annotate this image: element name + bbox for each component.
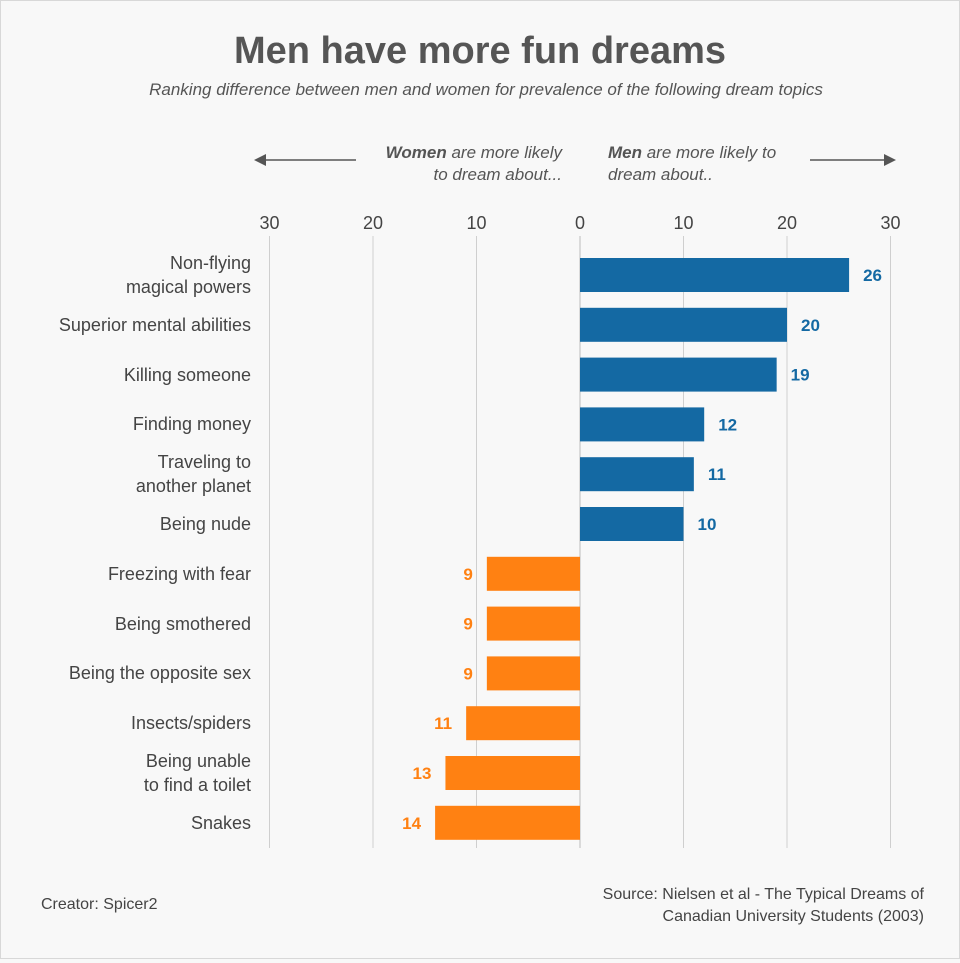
category-label-line: another planet xyxy=(135,476,251,497)
bar-value-label: 20 xyxy=(801,316,820,335)
category-label-line: Snakes xyxy=(190,812,251,833)
source-line-2: Canadian University Students (2003) xyxy=(662,908,924,925)
x-tick-label: 30 xyxy=(880,213,900,233)
category-label-line: Freezing with fear xyxy=(107,563,251,584)
bar-value-label: 9 xyxy=(463,615,472,634)
category-label: Freezing with fear xyxy=(11,562,251,586)
men-bar xyxy=(580,507,684,541)
men-line1: are more likely to xyxy=(642,143,777,162)
category-label-line: Traveling to xyxy=(157,452,251,473)
women-direction-label: Women are more likely to dream about... xyxy=(386,142,562,186)
category-label-line: Superior mental abilities xyxy=(58,314,251,335)
category-label-line: Finding money xyxy=(132,414,251,435)
category-label-line: Being nude xyxy=(159,514,251,534)
category-label-line: Being smothered xyxy=(114,613,251,634)
category-label-line: magical powers xyxy=(125,277,251,297)
women-bar xyxy=(486,556,580,591)
category-label: Finding money xyxy=(11,412,251,436)
x-tick-label: 10 xyxy=(673,213,693,233)
men-bar xyxy=(580,457,694,492)
category-label: Superior mental abilities xyxy=(11,313,251,337)
category-label-line: Insects/spiders xyxy=(130,713,251,734)
category-label-line: Being unable xyxy=(145,751,251,771)
right-arrow-icon xyxy=(810,154,896,166)
chart-title: Men have more fun dreams xyxy=(233,30,727,72)
bar-value-label: 26 xyxy=(863,266,882,285)
x-tick-label: 10 xyxy=(466,213,486,233)
source-credit: Source: Nielsen et al - The Typical Drea… xyxy=(603,884,924,928)
left-arrow-icon xyxy=(254,154,356,166)
category-label: Traveling to another planet xyxy=(11,450,251,498)
women-bar xyxy=(445,756,580,790)
men-bar xyxy=(580,357,777,392)
women-bar xyxy=(486,606,580,641)
women-bar xyxy=(435,805,580,840)
men-line2: dream about.. xyxy=(608,165,713,184)
bar-value-label: 11 xyxy=(708,465,726,484)
category-label-line: to find a toilet xyxy=(143,775,251,795)
category-label: Killing someone xyxy=(11,363,251,387)
category-label: Being unable to find a toilet xyxy=(11,749,251,797)
x-tick-label: 30 xyxy=(259,213,279,233)
category-label-line: Non-flying xyxy=(169,253,251,273)
bar-value-label: 10 xyxy=(698,515,717,534)
bar-value-label: 9 xyxy=(463,565,472,584)
category-label: Insects/spiders xyxy=(11,711,251,735)
x-tick-label: 20 xyxy=(363,213,383,233)
category-label: Being smothered xyxy=(11,612,251,636)
bar-value-label: 11 xyxy=(434,714,452,733)
x-tick-label: 20 xyxy=(777,213,797,233)
source-line-1: Source: Nielsen et al - The Typical Drea… xyxy=(602,886,924,903)
category-label-line: Being the opposite sex xyxy=(68,663,251,684)
women-bold: Women xyxy=(385,143,447,162)
chart-subtitle: Ranking difference between men and women… xyxy=(149,80,823,99)
category-label: Being the opposite sex xyxy=(11,661,251,685)
category-label: Non-flying magical powers xyxy=(11,251,251,299)
bar-value-label: 12 xyxy=(718,415,737,434)
men-direction-label: Men are more likely to dream about.. xyxy=(608,142,776,186)
women-bar xyxy=(466,706,580,741)
x-tick-label: 0 xyxy=(575,213,585,233)
bar-value-label: 14 xyxy=(402,814,421,833)
men-bold: Men xyxy=(608,143,642,162)
women-line2: to dream about... xyxy=(433,165,562,184)
men-bar xyxy=(580,307,787,342)
bar-value-label: 13 xyxy=(413,764,432,783)
bar-value-label: 19 xyxy=(791,366,810,385)
category-label-line: Killing someone xyxy=(123,364,251,385)
women-bar xyxy=(486,656,580,691)
men-bar xyxy=(580,258,850,292)
women-line1: are more likely xyxy=(446,143,562,162)
men-bar xyxy=(580,407,705,442)
creator-credit: Creator: Spicer2 xyxy=(41,896,158,913)
bar-value-label: 9 xyxy=(463,664,472,683)
category-label: Being nude xyxy=(11,512,251,536)
category-label: Snakes xyxy=(11,811,251,835)
